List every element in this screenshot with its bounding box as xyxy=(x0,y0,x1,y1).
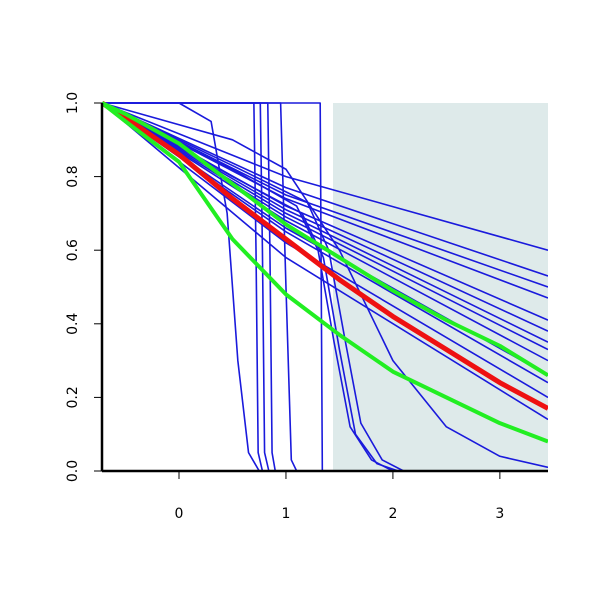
series-line xyxy=(102,102,548,343)
y-tick-label: 0.0 xyxy=(65,460,81,482)
series-line xyxy=(102,102,394,472)
x-tick-label: 1 xyxy=(282,506,291,522)
series-line xyxy=(102,102,548,251)
y-tick-label: 0.2 xyxy=(65,386,81,408)
x-tick-label: 0 xyxy=(175,506,184,522)
axes: 0.0 0.2 0.4 0.6 0.8 1.0 0 1 2 3 xyxy=(65,92,548,522)
series-line xyxy=(102,102,399,472)
series-line xyxy=(102,101,548,411)
series-line xyxy=(102,102,548,421)
series-line xyxy=(102,101,548,378)
y-tick-label: 0.4 xyxy=(65,313,81,335)
y-tick-label: 1.0 xyxy=(65,92,81,114)
series-line xyxy=(102,102,548,469)
x-tick-label: 3 xyxy=(495,506,504,522)
y-tick-label: 0.8 xyxy=(65,165,81,187)
x-tick-label: 2 xyxy=(388,506,397,522)
series-line xyxy=(102,102,404,472)
plot-area xyxy=(102,101,548,472)
series-line xyxy=(102,102,548,277)
series-line xyxy=(102,101,548,444)
shaded-region xyxy=(333,103,548,471)
y-tick-label: 0.6 xyxy=(65,239,81,261)
series-line xyxy=(102,102,548,332)
